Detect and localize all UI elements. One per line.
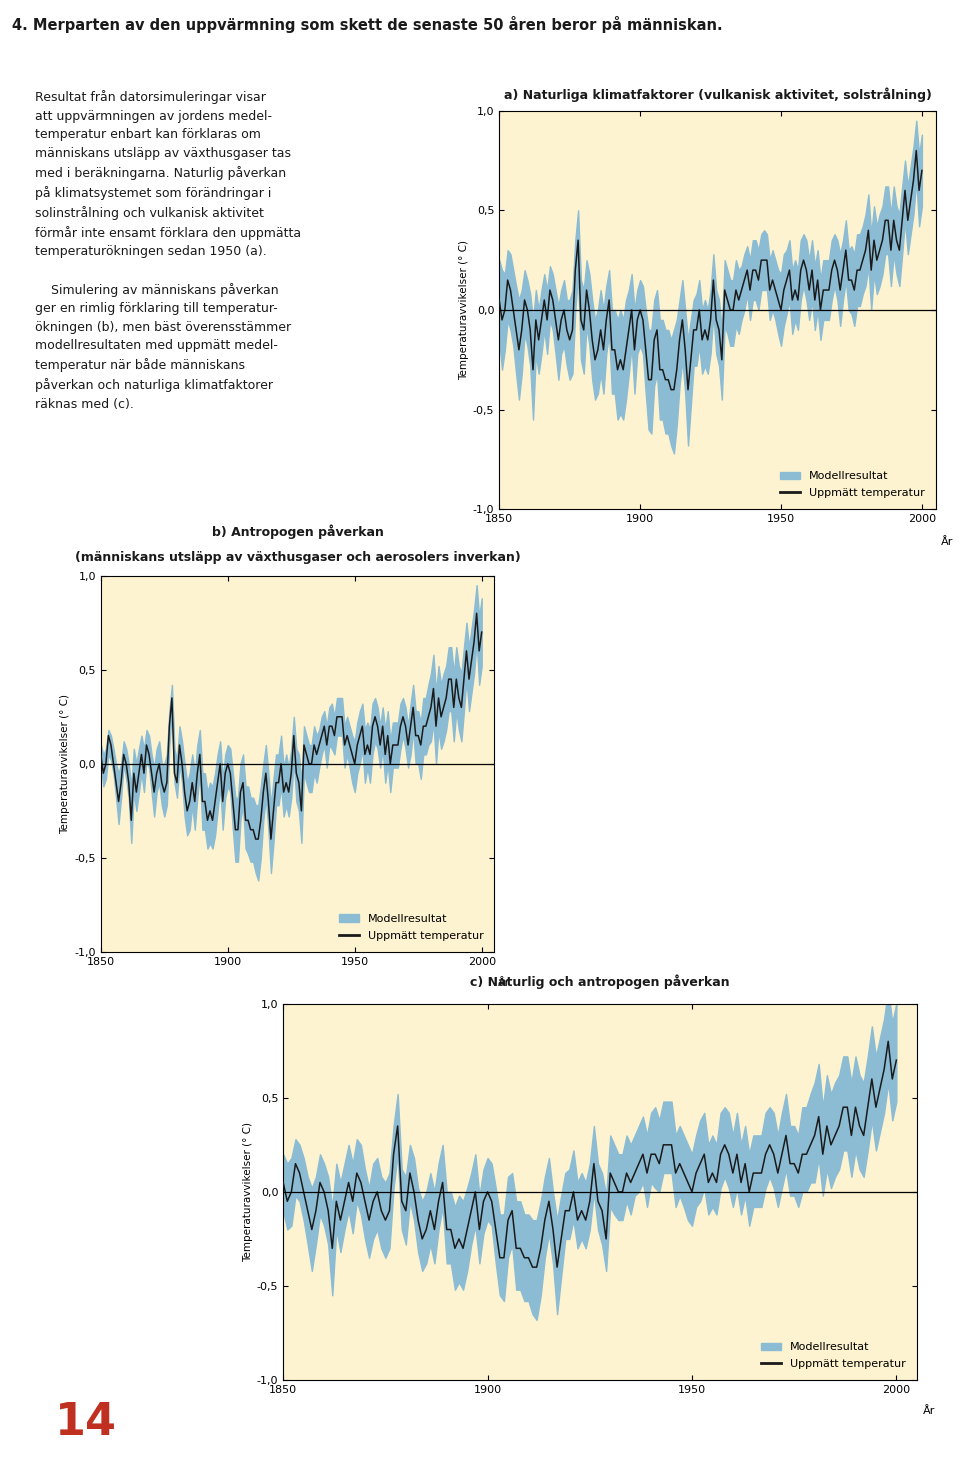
Y-axis label: Temperaturavvikelser (° C): Temperaturavvikelser (° C)	[60, 694, 70, 834]
Legend: Modellresultat, Uppmätt temperatur: Modellresultat, Uppmätt temperatur	[775, 466, 930, 503]
Text: År: År	[941, 537, 952, 548]
Text: 14: 14	[56, 1401, 117, 1444]
Text: c) Naturlig och antropogen påverkan: c) Naturlig och antropogen påverkan	[470, 974, 730, 989]
Text: a) Naturliga klimatfaktorer (vulkanisk aktivitet, solstrålning): a) Naturliga klimatfaktorer (vulkanisk a…	[504, 87, 931, 102]
Text: Resultat från datorsimuleringar visar
att uppvärmningen av jordens medel-
temper: Resultat från datorsimuleringar visar at…	[36, 90, 301, 410]
Y-axis label: Temperaturavvikelser (° C): Temperaturavvikelser (° C)	[243, 1122, 252, 1262]
Text: b) Antropogen påverkan: b) Antropogen påverkan	[211, 524, 384, 539]
Legend: Modellresultat, Uppmätt temperatur: Modellresultat, Uppmätt temperatur	[756, 1337, 911, 1374]
Legend: Modellresultat, Uppmätt temperatur: Modellresultat, Uppmätt temperatur	[333, 909, 489, 946]
Text: (människans utsläpp av växthusgaser och aerosolers inverkan): (människans utsläpp av växthusgaser och …	[75, 551, 520, 564]
Text: År: År	[498, 979, 511, 989]
Y-axis label: Temperaturavvikelser (° C): Temperaturavvikelser (° C)	[459, 241, 468, 379]
Text: 4. Merparten av den uppvärmning som skett de senaste 50 åren beror på människan.: 4. Merparten av den uppvärmning som sket…	[12, 16, 722, 32]
Text: År: År	[924, 1407, 935, 1417]
